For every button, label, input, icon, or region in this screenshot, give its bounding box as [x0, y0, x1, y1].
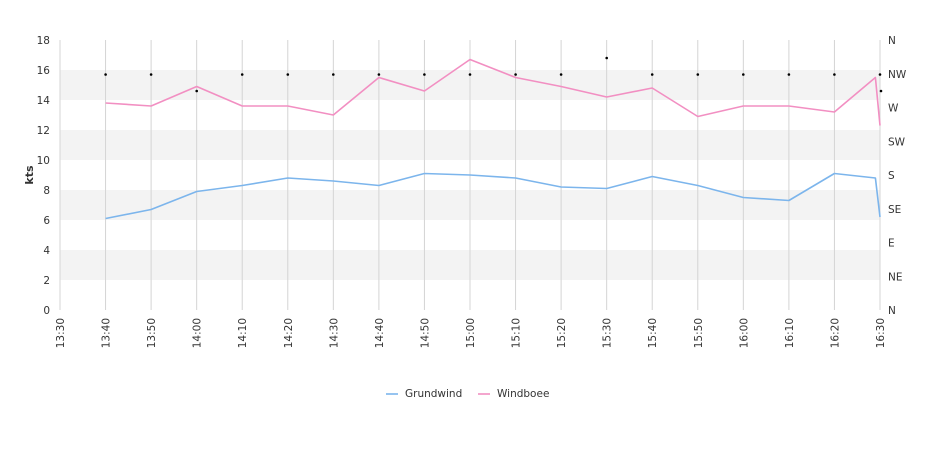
- direction-tick-label: S: [888, 170, 895, 182]
- y-axis-ticks: 0 2 4 6 8 10 12 14 16 18: [37, 35, 51, 317]
- y-tick-label: 6: [43, 215, 50, 227]
- y-tick-label: 8: [43, 185, 50, 197]
- y-tick-label: 18: [37, 35, 50, 47]
- direction-tick-label: E: [888, 238, 895, 250]
- y-tick-label: 10: [37, 155, 50, 167]
- legend: Grundwind Windboee: [386, 388, 549, 400]
- x-tick-label: 14:40: [374, 318, 386, 348]
- direction-marker: [878, 73, 882, 76]
- direction-marker: [468, 73, 472, 76]
- direction-marker: [559, 73, 563, 76]
- x-tick-label: 15:30: [602, 318, 614, 348]
- y-tick-label: 16: [37, 65, 51, 77]
- x-tick-label: 14:10: [237, 318, 249, 348]
- x-tick-label: 16:00: [738, 318, 750, 348]
- series-line-windboee: [105, 58, 881, 126]
- x-tick-label: 15:20: [556, 318, 568, 348]
- direction-marker: [833, 73, 836, 76]
- direction-marker: [195, 89, 198, 93]
- direction-marker: [104, 73, 107, 76]
- vertical-gridlines: [59, 40, 881, 310]
- direction-marker: [286, 73, 290, 76]
- x-tick-label: 13:30: [55, 318, 67, 348]
- y-tick-label: 4: [43, 245, 50, 257]
- direction-marker: [605, 56, 608, 60]
- direction-marker: [514, 73, 517, 76]
- direction-marker: [787, 73, 791, 76]
- x-tick-label: 14:30: [328, 318, 340, 348]
- x-tick-label: 14:50: [419, 318, 431, 348]
- direction-tick-label: NW: [888, 69, 907, 81]
- x-tick-label: 16:20: [829, 318, 841, 348]
- x-tick-label: 16:10: [784, 318, 796, 348]
- y-tick-label: 12: [37, 125, 50, 137]
- x-tick-label: 14:00: [192, 318, 204, 348]
- x-tick-label: 15:00: [465, 318, 477, 348]
- x-tick-label: 13:50: [146, 318, 158, 348]
- direction-marker: [879, 89, 883, 93]
- y-tick-label: 0: [43, 305, 50, 317]
- series-lines: [105, 58, 881, 220]
- direction-tick-label: NE: [888, 271, 903, 283]
- direction-tick-label: SE: [888, 204, 901, 216]
- x-tick-label: 14:20: [283, 318, 295, 348]
- legend-label: Grundwind: [405, 388, 462, 400]
- x-axis-ticks: 13:30 13:40 13:50 14:00 14:10 14:20 14:30 14:40…: [55, 318, 887, 348]
- direction-tick-label: N: [888, 35, 896, 47]
- direction-markers: [104, 56, 883, 93]
- y-axis-label: kts: [23, 165, 36, 185]
- x-tick-label: 15:10: [511, 318, 523, 348]
- direction-tick-label: SW: [888, 136, 906, 148]
- series-line-grundwind: [105, 172, 881, 220]
- direction-marker: [742, 73, 745, 76]
- direction-tick-label: N: [888, 305, 896, 317]
- direction-marker: [696, 73, 700, 76]
- x-tick-label: 16:30: [875, 318, 887, 348]
- y-tick-label: 2: [43, 275, 50, 287]
- direction-marker: [377, 73, 381, 76]
- direction-marker: [332, 73, 335, 76]
- direction-tick-label: W: [888, 103, 899, 115]
- direction-marker: [240, 73, 244, 76]
- x-tick-label: 13:40: [101, 318, 113, 348]
- legend-label: Windboee: [497, 388, 549, 400]
- direction-marker: [149, 73, 153, 76]
- direction-marker: [423, 73, 426, 76]
- x-tick-label: 15:50: [693, 318, 705, 348]
- y-tick-label: 14: [37, 95, 51, 107]
- direction-axis-ticks: N NE E SE S SW W NW N: [888, 35, 907, 317]
- direction-marker: [650, 73, 654, 76]
- x-tick-label: 15:40: [647, 318, 659, 348]
